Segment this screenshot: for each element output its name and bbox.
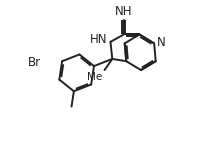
Text: HN: HN [90,33,108,46]
Text: Br: Br [28,55,41,69]
Text: N: N [157,36,166,49]
Text: Me: Me [87,72,103,82]
Text: NH: NH [115,5,133,18]
